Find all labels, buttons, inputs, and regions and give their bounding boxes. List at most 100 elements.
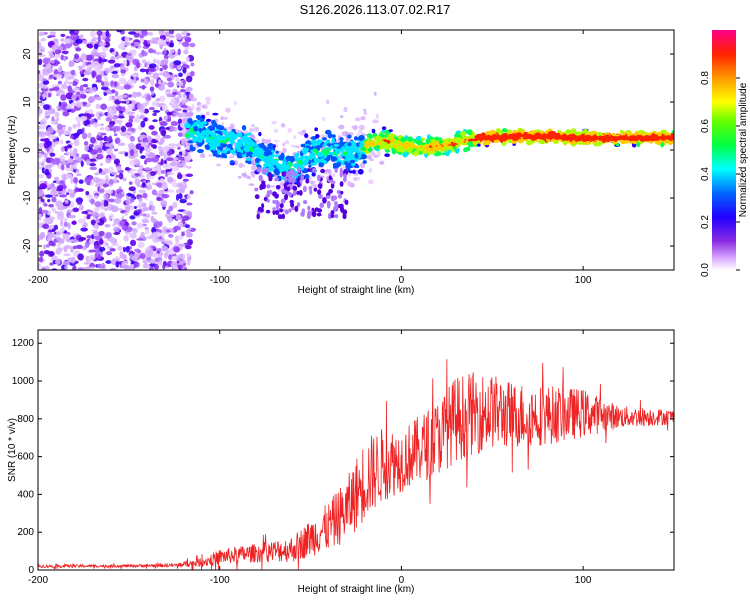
spectrogram-cell bbox=[133, 261, 140, 268]
spectrogram-cell bbox=[113, 176, 118, 184]
spectrogram-cell bbox=[105, 178, 109, 185]
x-tick-label: -200 bbox=[28, 575, 48, 586]
spectrogram-cell bbox=[186, 156, 192, 161]
spectrogram-cell bbox=[245, 157, 252, 161]
spectrogram-cell bbox=[384, 149, 391, 153]
spectrogram-cell bbox=[359, 162, 366, 169]
spectrogram-cell bbox=[205, 118, 212, 122]
colorbar-tick-label: 0.8 bbox=[700, 71, 711, 85]
spectrogram-cell bbox=[108, 120, 116, 126]
spectrogram-cell bbox=[477, 143, 481, 147]
spectrogram-cell bbox=[161, 50, 167, 56]
spectrogram-cell bbox=[171, 102, 180, 110]
spectrogram-cell bbox=[138, 189, 147, 194]
spectrogram-cell bbox=[39, 119, 47, 126]
spectrogram-cell bbox=[254, 158, 262, 162]
spectrogram-cell bbox=[343, 161, 349, 165]
spectrogram-cell bbox=[313, 187, 318, 192]
spectrogram-cell bbox=[454, 148, 460, 154]
spectrogram-cell bbox=[141, 95, 147, 99]
spectrogram-cell bbox=[174, 108, 183, 112]
spectrogram-cell bbox=[62, 233, 70, 241]
spectrogram-cell bbox=[357, 129, 363, 135]
spectrogram-cell bbox=[164, 173, 169, 177]
spectrogram-cell bbox=[287, 128, 292, 133]
spectrogram-cell bbox=[285, 155, 292, 161]
spectrogram-cell bbox=[40, 198, 45, 203]
spectrogram-cell bbox=[339, 137, 344, 142]
spectrogram-cell bbox=[50, 234, 58, 239]
spectrogram-cell bbox=[83, 70, 92, 76]
spectrogram-cell bbox=[145, 229, 150, 235]
spectrogram-cell bbox=[113, 232, 120, 235]
colorbar: 0.0 0.2 0.4 0.6 0.8 Normalized spectral ampl… bbox=[700, 30, 749, 277]
y-tick-label: 1200 bbox=[12, 338, 35, 349]
spectrogram-cell bbox=[38, 214, 42, 218]
spectrogram-cell bbox=[384, 153, 391, 158]
spectrogram-cell bbox=[148, 106, 155, 111]
spectrogram-cell bbox=[133, 206, 137, 210]
spectrogram-cell bbox=[54, 111, 60, 118]
spectrogram-cell bbox=[75, 101, 84, 108]
spectrogram-cell bbox=[38, 152, 44, 159]
spectrogram-cell bbox=[280, 123, 286, 128]
spectrogram-cell bbox=[470, 136, 476, 139]
spectrogram-cell bbox=[63, 130, 72, 135]
spectrogram-cell bbox=[75, 187, 79, 193]
spectrogram-cell bbox=[145, 147, 152, 152]
spectrogram-cell bbox=[66, 188, 74, 193]
spectrogram-cell bbox=[297, 131, 301, 135]
spectrogram-cell bbox=[105, 260, 112, 264]
spectrogram-cell bbox=[45, 63, 52, 68]
spectrogram-cell bbox=[86, 214, 91, 220]
y-tick-label: 1000 bbox=[12, 376, 35, 387]
spectrogram-cell bbox=[555, 136, 561, 140]
spectrogram-cell bbox=[173, 60, 182, 66]
spectrogram-cell bbox=[149, 248, 154, 254]
spectrogram-cell bbox=[63, 55, 67, 62]
spectrogram-cell bbox=[187, 238, 193, 246]
spectrogram-cell bbox=[346, 180, 352, 187]
spectrogram-cell bbox=[39, 123, 47, 130]
spectrogram-cell bbox=[139, 252, 146, 260]
spectrogram-cell bbox=[193, 125, 198, 132]
spectrogram-cell bbox=[156, 163, 161, 171]
y-tick-label: -20 bbox=[22, 238, 33, 253]
spectrogram-cell bbox=[317, 151, 324, 158]
spectrogram-cell bbox=[150, 167, 158, 172]
spectrogram-cell bbox=[372, 119, 379, 124]
spectrogram-cell bbox=[371, 141, 376, 147]
spectrogram-cell bbox=[155, 192, 163, 197]
spectrogram-cell bbox=[94, 195, 99, 200]
spectrogram-cell bbox=[586, 138, 591, 142]
spectrogram-cell bbox=[111, 71, 118, 75]
spectrogram-cell bbox=[39, 250, 45, 257]
spectrogram-cell bbox=[43, 244, 47, 250]
spectrogram-cell bbox=[254, 194, 260, 200]
spectrogram-cell bbox=[167, 81, 175, 88]
spectrogram-cell bbox=[507, 135, 513, 138]
spectrogram-cell bbox=[38, 200, 43, 205]
spectrogram-cell bbox=[42, 57, 51, 65]
spectrogram-cell bbox=[143, 77, 147, 82]
spectrogram-cell bbox=[91, 70, 97, 78]
spectrogram-cell bbox=[147, 71, 153, 75]
spectrogram-cell bbox=[70, 69, 76, 76]
spectrogram-cell bbox=[596, 131, 603, 137]
spectrogram-cell bbox=[176, 184, 184, 188]
spectrogram-cell bbox=[425, 138, 431, 145]
spectrogram-cell bbox=[169, 48, 175, 54]
spectrogram-cell bbox=[355, 137, 360, 141]
spectrogram-cell bbox=[47, 198, 51, 203]
spectrogram-cell bbox=[45, 68, 54, 73]
spectrogram-cell bbox=[146, 40, 151, 44]
spectrogram-cell bbox=[77, 267, 85, 270]
spectrogram-cell bbox=[38, 207, 43, 214]
spectrogram-cell bbox=[69, 192, 76, 198]
spectrogram-cell bbox=[96, 30, 103, 36]
spectrogram-cell bbox=[182, 36, 190, 39]
spectrogram-cell bbox=[95, 103, 101, 110]
spectrogram-cell bbox=[162, 264, 166, 270]
spectrogram-cell bbox=[162, 71, 169, 77]
y-tick-label: 200 bbox=[17, 527, 34, 538]
